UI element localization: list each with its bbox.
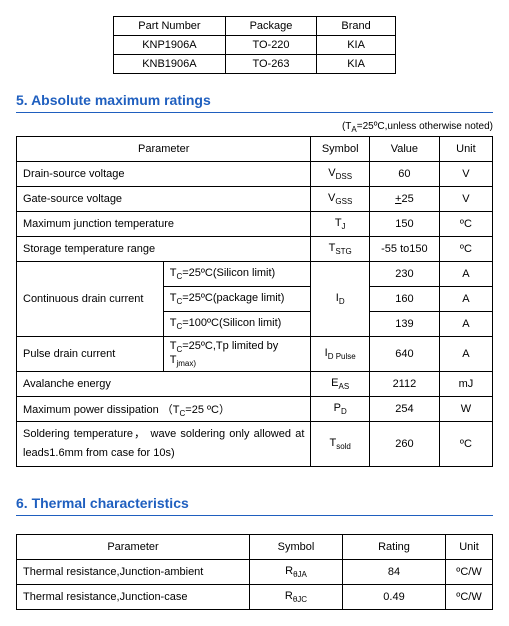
- condition-cell: TC=100ºC(Silicon limit): [163, 312, 311, 337]
- table-row: Maximum junction temperature TJ 150 ºC: [17, 212, 493, 237]
- table-row: Maximum power dissipation （TC=25 ºC） PD …: [17, 397, 493, 422]
- parts-header-package: Package: [225, 17, 317, 36]
- value-cell: 254: [369, 397, 439, 422]
- ratings-header-value: Value: [369, 137, 439, 162]
- value-cell: 60: [369, 162, 439, 187]
- unit-cell: ºC: [439, 237, 492, 262]
- unit-cell: V: [439, 187, 492, 212]
- part-brand: KIA: [317, 36, 395, 55]
- parts-header-brand: Brand: [317, 17, 395, 36]
- part-number: KNP1906A: [114, 36, 225, 55]
- value-cell: 230: [369, 262, 439, 287]
- value-cell: 139: [369, 312, 439, 337]
- symbol-cell: PD: [311, 397, 370, 422]
- section-6-title: Thermal characteristics: [32, 495, 189, 511]
- part-number: KNB1906A: [114, 55, 225, 74]
- condition-cell: TC=25ºC(package limit): [163, 287, 311, 312]
- unit-cell: W: [439, 397, 492, 422]
- unit-cell: A: [439, 287, 492, 312]
- section-6-heading: 6. Thermal characteristics: [16, 495, 493, 511]
- unit-cell: ºC/W: [446, 559, 493, 584]
- symbol-cell: RθJA: [250, 559, 343, 584]
- part-package: TO-220: [225, 36, 317, 55]
- thermal-header-symbol: Symbol: [250, 534, 343, 559]
- ratings-header-symbol: Symbol: [311, 137, 370, 162]
- unit-cell: ºC/W: [446, 584, 493, 609]
- value-cell: 84: [343, 559, 446, 584]
- table-row: Soldering temperature， wave soldering on…: [17, 422, 493, 466]
- unit-cell: A: [439, 262, 492, 287]
- parts-table: Part Number Package Brand KNP1906A TO-22…: [113, 16, 396, 74]
- ratings-note: (TA=25ºC,unless otherwise noted): [16, 121, 493, 134]
- symbol-cell: EAS: [311, 372, 370, 397]
- param-cell: Thermal resistance,Junction-ambient: [17, 559, 250, 584]
- param-cell: Maximum power dissipation （TC=25 ºC）: [17, 397, 311, 422]
- table-row: Gate-source voltage VGSS +25 V: [17, 187, 493, 212]
- param-cell: Drain-source voltage: [17, 162, 311, 187]
- param-cell: Soldering temperature， wave soldering on…: [17, 422, 311, 466]
- table-row: Continuous drain current TC=25ºC(Silicon…: [17, 262, 493, 287]
- value-cell: 260: [369, 422, 439, 466]
- symbol-cell: TJ: [311, 212, 370, 237]
- param-cell: Thermal resistance,Junction-case: [17, 584, 250, 609]
- ratings-header-unit: Unit: [439, 137, 492, 162]
- param-cell: Maximum junction temperature: [17, 212, 311, 237]
- table-row: Pulse drain current TC=25ºC,Tp limited b…: [17, 337, 493, 372]
- param-cell: Gate-source voltage: [17, 187, 311, 212]
- param-cell: Continuous drain current: [17, 262, 164, 337]
- value-cell: 640: [369, 337, 439, 372]
- section-5-heading: 5. Absolute maximum ratings: [16, 92, 493, 108]
- value-cell: 160: [369, 287, 439, 312]
- table-row: KNP1906A TO-220 KIA: [114, 36, 396, 55]
- section-5-divider: [16, 112, 493, 113]
- param-cell: Avalanche energy: [17, 372, 311, 397]
- thermal-header-unit: Unit: [446, 534, 493, 559]
- unit-cell: ºC: [439, 422, 492, 466]
- table-row: Drain-source voltage VDSS 60 V: [17, 162, 493, 187]
- value-cell: 0.49: [343, 584, 446, 609]
- ratings-header-param: Parameter: [17, 137, 311, 162]
- value-cell: 150: [369, 212, 439, 237]
- condition-cell: TC=25ºC(Silicon limit): [163, 262, 311, 287]
- thermal-header-param: Parameter: [17, 534, 250, 559]
- symbol-cell: ID Pulse: [311, 337, 370, 372]
- value-cell: +25: [369, 187, 439, 212]
- table-row: Storage temperature range TSTG -55 to150…: [17, 237, 493, 262]
- symbol-cell: ID: [311, 262, 370, 337]
- ratings-table: Parameter Symbol Value Unit Drain-source…: [16, 136, 493, 467]
- symbol-cell: VGSS: [311, 187, 370, 212]
- symbol-cell: RθJC: [250, 584, 343, 609]
- part-package: TO-263: [225, 55, 317, 74]
- table-row: Thermal resistance,Junction-ambient RθJA…: [17, 559, 493, 584]
- unit-cell: mJ: [439, 372, 492, 397]
- value-cell: -55 to150: [369, 237, 439, 262]
- parts-header-partnumber: Part Number: [114, 17, 225, 36]
- part-brand: KIA: [317, 55, 395, 74]
- param-cell: Pulse drain current: [17, 337, 164, 372]
- value-cell: 2112: [369, 372, 439, 397]
- unit-cell: A: [439, 337, 492, 372]
- table-row: Avalanche energy EAS 2112 mJ: [17, 372, 493, 397]
- symbol-cell: Tsold: [311, 422, 370, 466]
- unit-cell: V: [439, 162, 492, 187]
- unit-cell: A: [439, 312, 492, 337]
- symbol-cell: VDSS: [311, 162, 370, 187]
- table-row: Thermal resistance,Junction-case RθJC 0.…: [17, 584, 493, 609]
- thermal-header-rating: Rating: [343, 534, 446, 559]
- section-6-number: 6.: [16, 495, 28, 511]
- condition-cell: TC=25ºC,Tp limited by Tjmax): [163, 337, 311, 372]
- table-row: KNB1906A TO-263 KIA: [114, 55, 396, 74]
- section-6-divider: [16, 515, 493, 516]
- section-5-title: Absolute maximum ratings: [31, 92, 211, 108]
- unit-cell: ºC: [439, 212, 492, 237]
- thermal-table: Parameter Symbol Rating Unit Thermal res…: [16, 534, 493, 610]
- section-5-number: 5.: [16, 92, 28, 108]
- param-cell: Storage temperature range: [17, 237, 311, 262]
- symbol-cell: TSTG: [311, 237, 370, 262]
